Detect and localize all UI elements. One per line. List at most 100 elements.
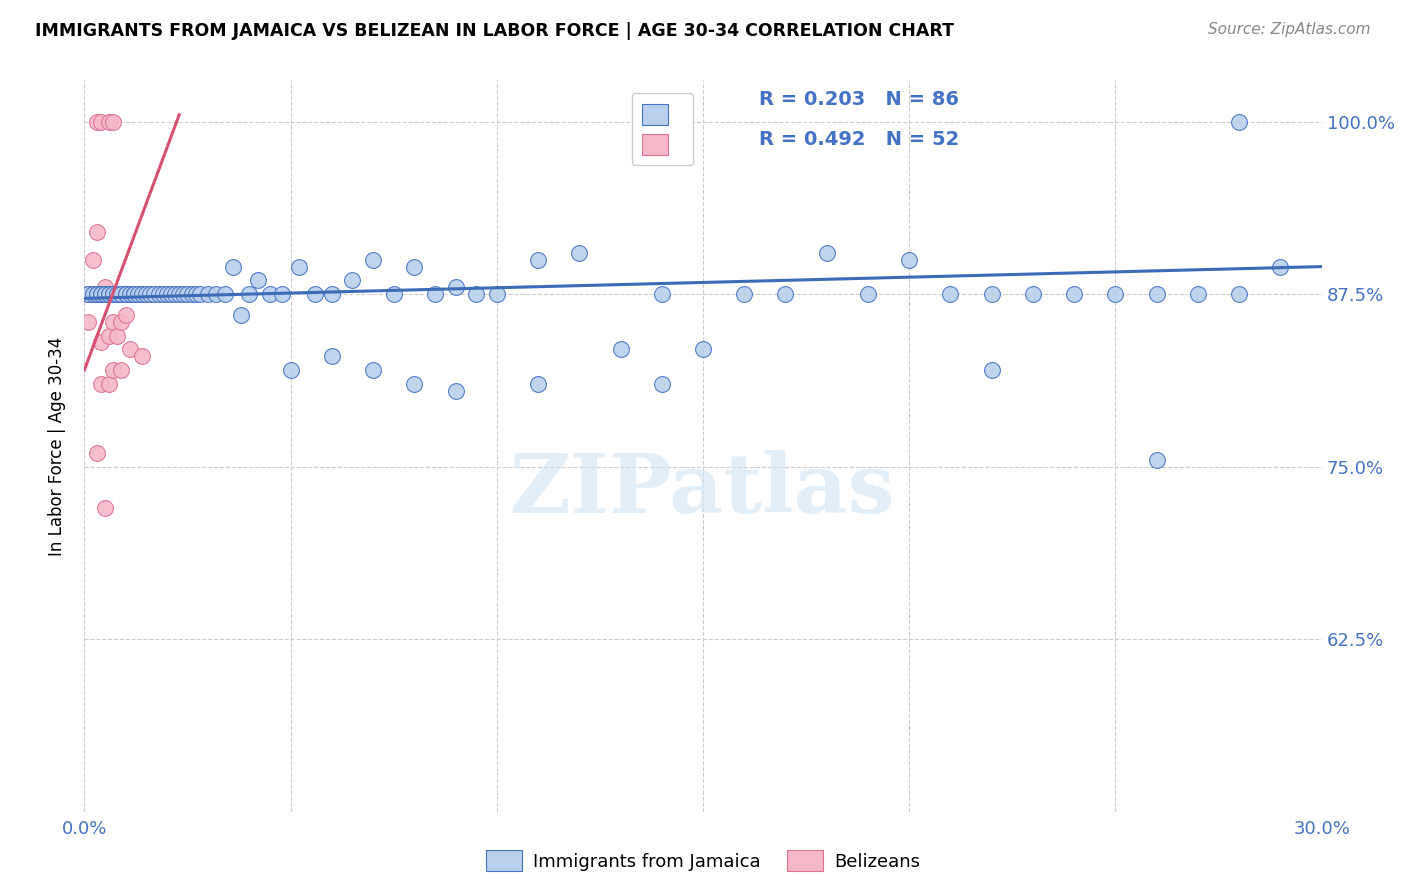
Point [980,363,1002,377]
Point [86,287,108,301]
Point [139,287,162,301]
Text: R = 0.492   N = 52: R = 0.492 N = 52 [759,129,959,149]
Point [527,252,550,267]
Point [114,287,136,301]
Point [527,376,550,391]
Point [114,287,136,301]
Point [1063,287,1085,301]
Point [1146,287,1168,301]
Point [568,245,591,260]
Point [114,287,136,301]
Point [103,114,125,128]
Point [321,287,343,301]
Point [1187,287,1209,301]
Point [139,287,162,301]
Point [105,328,128,343]
Point [98,376,121,391]
Point [152,287,174,301]
Point [122,287,145,301]
Point [82,287,104,301]
Point [90,287,112,301]
Point [77,287,100,301]
Point [86,446,108,460]
Point [1146,452,1168,467]
Point [815,245,838,260]
Point [148,287,170,301]
Point [98,287,121,301]
Point [131,287,153,301]
Point [90,287,112,301]
Point [77,287,100,301]
Point [103,315,125,329]
Point [188,287,211,301]
Point [82,287,104,301]
Point [86,225,108,239]
Point [651,287,673,301]
Point [692,343,714,357]
Point [98,287,121,301]
Point [122,287,145,301]
Point [110,287,132,301]
Point [856,287,879,301]
Point [131,349,153,363]
Point [94,501,117,516]
Point [94,287,117,301]
Point [135,287,157,301]
Point [94,287,117,301]
Point [110,287,132,301]
Point [1227,114,1250,128]
Point [361,363,384,377]
Point [651,376,673,391]
Point [180,287,202,301]
Point [105,287,128,301]
Point [110,363,132,377]
Point [939,287,962,301]
Point [733,287,755,301]
Point [238,287,260,301]
Point [1104,287,1126,301]
Point [143,287,166,301]
Point [321,349,343,363]
Point [103,287,125,301]
Point [404,260,426,274]
Point [444,384,467,398]
Point [465,287,488,301]
Point [103,287,125,301]
Point [288,260,311,274]
Point [105,287,128,301]
Point [898,252,921,267]
Point [98,287,121,301]
Point [114,287,136,301]
Point [86,287,108,301]
Point [205,287,228,301]
Point [98,287,121,301]
Point [165,287,187,301]
Point [82,252,104,267]
Text: Source: ZipAtlas.com: Source: ZipAtlas.com [1208,22,1371,37]
Point [444,280,467,294]
Point [110,287,132,301]
Point [94,287,117,301]
Text: ZIPatlas: ZIPatlas [510,450,896,530]
Point [172,287,194,301]
Point [98,114,121,128]
Point [280,363,302,377]
Point [90,335,112,350]
Point [94,280,117,294]
Legend: Immigrants from Jamaica, Belizeans: Immigrants from Jamaica, Belizeans [478,843,928,879]
Point [222,260,245,274]
Point [118,343,141,357]
Point [342,273,364,287]
Point [485,287,508,301]
Point [94,287,117,301]
Point [90,114,112,128]
Point [135,287,157,301]
Point [127,287,149,301]
Point [167,287,190,301]
Point [110,287,132,301]
Point [110,315,132,329]
Point [118,287,141,301]
Point [246,273,269,287]
Point [86,114,108,128]
Point [114,287,136,301]
